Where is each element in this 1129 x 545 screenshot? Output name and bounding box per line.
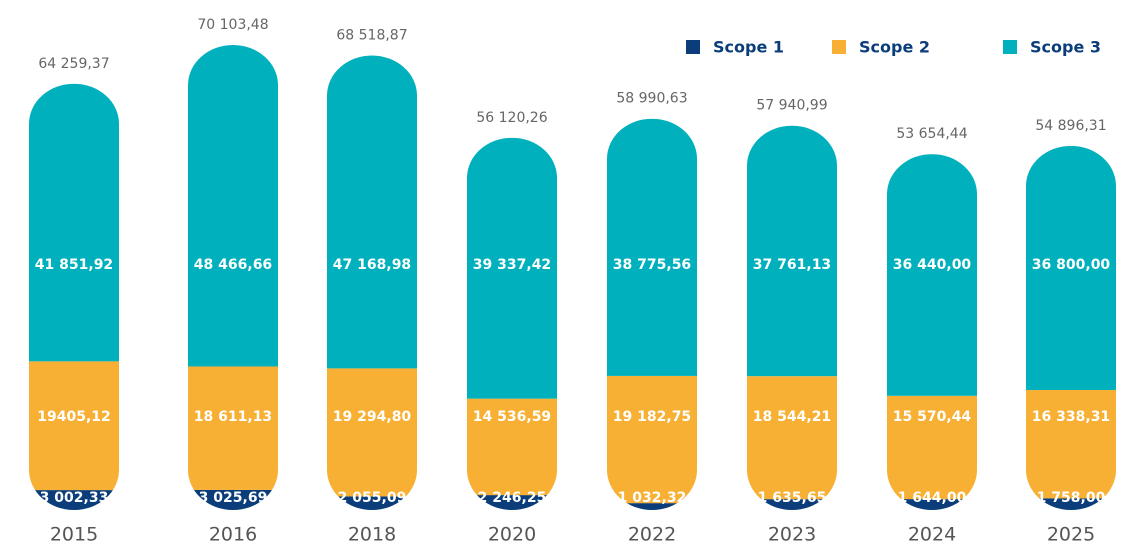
bar-segment (1026, 498, 1116, 510)
segment-label: 48 466,66 (194, 257, 272, 273)
bar-stack (607, 118, 697, 510)
total-label: 64 259,37 (38, 56, 109, 72)
segment-label: 18 611,13 (194, 409, 272, 425)
segment-label: 2 055,09 (338, 490, 407, 506)
segment-label: 19 294,80 (333, 409, 412, 425)
segment-label: 1 635,65 (758, 490, 827, 506)
legend-label: Scope 3 (1030, 38, 1101, 57)
x-tick-label: 2024 (908, 524, 956, 545)
total-label: 58 990,63 (616, 91, 687, 107)
segment-label: 1 032,32 (618, 490, 687, 506)
x-tick-label: 2018 (348, 524, 396, 545)
x-tick-label: 2020 (488, 524, 536, 545)
legend-label: Scope 1 (713, 38, 784, 57)
segment-label: 1 758,00 (1037, 490, 1106, 506)
segment-label: 15 570,44 (893, 409, 972, 425)
segment-label: 41 851,92 (35, 257, 113, 273)
segment-label: 36 440,00 (893, 257, 972, 273)
legend-label: Scope 2 (859, 38, 930, 57)
segment-label: 3 025,69 (199, 490, 268, 506)
segment-label: 19405,12 (37, 409, 111, 425)
total-label: 70 103,48 (197, 17, 268, 33)
bar-stack (747, 125, 837, 510)
bar-stack (887, 154, 977, 510)
legend-swatch (686, 40, 700, 54)
legend-swatch (832, 40, 846, 54)
bar-stack (29, 83, 119, 510)
segment-label: 39 337,42 (473, 257, 551, 273)
x-tick-label: 2016 (209, 524, 257, 545)
bar-stack (1026, 145, 1116, 510)
bar-segment (188, 45, 278, 367)
total-label: 68 518,87 (336, 28, 407, 44)
bar-segment (747, 125, 837, 377)
bar-stack (327, 55, 417, 510)
bar-segment (327, 368, 417, 497)
bar-segment (747, 499, 837, 510)
x-tick-label: 2023 (768, 524, 816, 545)
x-tick-label: 2015 (50, 524, 98, 545)
bar-segment (887, 395, 977, 500)
segment-label: 38 775,56 (613, 257, 691, 273)
segment-label: 18 544,21 (753, 409, 831, 425)
segment-label: 2 246,25 (478, 490, 547, 506)
bar-stack (188, 45, 278, 510)
total-label: 57 940,99 (756, 98, 827, 114)
total-label: 54 896,31 (1035, 118, 1106, 134)
segment-label: 16 338,31 (1032, 409, 1110, 425)
bar-segment (467, 137, 557, 399)
x-tick-label: 2022 (628, 524, 676, 545)
bar-segment (607, 118, 697, 376)
legend-swatch (1003, 40, 1017, 54)
bar-segment (747, 376, 837, 500)
segment-label: 36 800,00 (1032, 257, 1111, 273)
segment-label: 47 168,98 (333, 257, 411, 273)
bar-segment (887, 499, 977, 510)
bar-segment (887, 154, 977, 396)
bar-segment (327, 55, 417, 369)
segment-label: 19 182,75 (613, 409, 691, 425)
bar-segment (607, 375, 697, 504)
segment-label: 37 761,13 (753, 257, 831, 273)
bar-segment (1026, 389, 1116, 499)
bar-segment (467, 398, 557, 496)
total-label: 56 120,26 (476, 110, 547, 126)
segment-label: 14 536,59 (473, 409, 551, 425)
segment-label: 3 002,33 (40, 490, 109, 506)
segment-label: 1 644,00 (898, 490, 967, 506)
bar-segment (29, 361, 119, 491)
bar-stack (467, 137, 557, 510)
total-label: 53 654,44 (896, 126, 967, 142)
x-tick-label: 2025 (1047, 524, 1095, 545)
bar-segment (1026, 145, 1116, 390)
bar-segment (29, 83, 119, 362)
bar-segment (188, 366, 278, 490)
bar-segment (607, 503, 697, 510)
